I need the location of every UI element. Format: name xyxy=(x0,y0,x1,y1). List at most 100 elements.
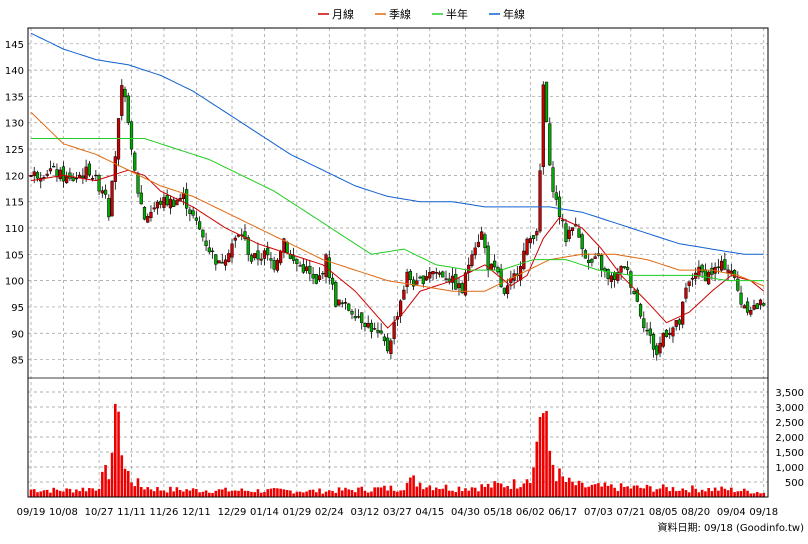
x-tick-label: 06/17 xyxy=(548,507,577,518)
candle-body xyxy=(68,172,72,179)
price-tick-label: 140 xyxy=(5,66,24,77)
x-tick-label: 07/03 xyxy=(584,507,613,518)
candle-body xyxy=(671,327,675,337)
candle-body xyxy=(476,241,481,247)
volume-bar xyxy=(318,488,321,497)
x-tick-label: 01/14 xyxy=(250,507,279,518)
candle-body xyxy=(668,332,672,335)
x-tick-label: 08/20 xyxy=(681,507,710,518)
volume-tick-label: 3,500 xyxy=(775,388,804,399)
volume-bar xyxy=(697,492,701,497)
volume-bar xyxy=(600,486,603,497)
volume-bar xyxy=(379,487,383,497)
volume-bar xyxy=(383,485,386,497)
volume-bar xyxy=(149,489,153,497)
volume-bar xyxy=(687,492,691,497)
volume-bar xyxy=(506,485,509,497)
volume-bar xyxy=(75,489,78,497)
candle-body xyxy=(324,254,328,277)
candle-body xyxy=(201,229,205,238)
candle-body xyxy=(606,269,610,280)
candle-body xyxy=(295,259,299,265)
price-axis: 85 90 95 100 105 110 115 120 125 130 135 140 145 xyxy=(5,40,24,367)
volume-bar xyxy=(295,491,299,497)
candle-body xyxy=(622,266,626,269)
candle-body xyxy=(78,174,82,178)
price-tick-label: 85 xyxy=(11,356,24,367)
volume-bar xyxy=(156,487,159,497)
volume-bar xyxy=(282,489,286,497)
volume-bar xyxy=(195,489,198,497)
volume-bar xyxy=(755,492,759,497)
volume-bar xyxy=(340,490,344,497)
volume-bar xyxy=(165,492,169,497)
volume-bar xyxy=(396,491,399,497)
candle-body xyxy=(379,330,383,334)
volume-bar xyxy=(473,487,477,497)
volume-bar xyxy=(668,491,672,497)
candle-body xyxy=(330,277,335,285)
candle-body xyxy=(123,88,127,98)
volume-bar xyxy=(370,491,373,497)
volume-bar xyxy=(308,489,312,497)
candle-body xyxy=(389,340,393,354)
candle-body xyxy=(716,266,720,269)
legend-label-0: 月線 xyxy=(332,7,354,21)
candle-body xyxy=(360,312,364,323)
x-tick-label: 03/12 xyxy=(351,507,380,518)
volume-tick-label: 1,500 xyxy=(775,448,804,459)
candle-body xyxy=(373,328,377,330)
candle-body xyxy=(642,318,646,329)
volume-bar xyxy=(422,489,425,497)
volume-bar xyxy=(58,490,62,497)
candle-body xyxy=(350,310,354,315)
candle-body xyxy=(120,85,124,116)
volume-bar xyxy=(240,488,244,497)
candle-body xyxy=(197,221,202,230)
candle-body xyxy=(311,274,315,279)
volume-bar xyxy=(327,490,331,497)
price-tick-label: 120 xyxy=(5,171,24,182)
candle-body xyxy=(619,266,623,273)
candle-body xyxy=(697,266,701,277)
candle-body xyxy=(638,304,643,317)
volume-bar xyxy=(593,484,597,497)
volume-bar xyxy=(480,484,483,497)
candle-body xyxy=(703,269,708,282)
candle-body xyxy=(204,240,208,247)
volume-bar xyxy=(616,491,620,497)
volume-bar xyxy=(610,484,613,497)
volume-bar xyxy=(613,487,616,497)
volume-bar xyxy=(84,491,88,497)
volume-bar xyxy=(88,488,91,497)
candle-body xyxy=(233,237,237,241)
candle-body xyxy=(463,272,468,296)
candle-body xyxy=(172,199,176,207)
moving-averages xyxy=(30,32,765,329)
volume-bar xyxy=(762,492,766,497)
volume-bar xyxy=(464,488,467,497)
candle-body xyxy=(382,336,387,342)
volume-bar xyxy=(454,491,458,497)
candle-body xyxy=(269,258,273,261)
plot-frame xyxy=(27,27,769,498)
price-tick-label: 130 xyxy=(5,119,24,130)
x-tick-label: 04/15 xyxy=(415,507,444,518)
candle-body xyxy=(749,310,753,315)
candle-body xyxy=(480,231,484,240)
volume-bar xyxy=(512,479,516,497)
x-tick-label: 06/02 xyxy=(516,507,545,518)
volume-bar xyxy=(91,488,94,497)
candle-body xyxy=(483,234,487,249)
candle-body xyxy=(243,231,247,240)
candle-body xyxy=(136,173,140,194)
candle-body xyxy=(81,175,85,179)
x-tick-label: 09/18 xyxy=(749,507,778,518)
volume-bar xyxy=(658,488,662,497)
volume-bar xyxy=(691,485,694,497)
volume-bar xyxy=(204,490,208,497)
volume-bar xyxy=(645,484,649,497)
candle-body xyxy=(314,274,318,284)
candle-body xyxy=(486,245,490,270)
volume-bar xyxy=(263,491,266,497)
